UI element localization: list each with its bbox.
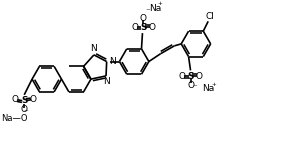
Text: Na: Na	[149, 4, 161, 13]
Text: ⁻: ⁻	[23, 108, 28, 117]
Text: O: O	[30, 95, 37, 104]
Text: O: O	[12, 95, 19, 104]
Text: ⁻: ⁻	[193, 84, 197, 93]
Text: N: N	[91, 44, 97, 53]
Text: O: O	[178, 72, 185, 81]
Text: Na: Na	[202, 84, 214, 93]
Text: ⁺: ⁺	[157, 1, 162, 10]
Text: O: O	[187, 81, 194, 90]
Text: N: N	[109, 57, 115, 66]
Text: ⁺: ⁺	[211, 81, 216, 91]
Text: N: N	[103, 77, 109, 86]
Text: O: O	[149, 23, 156, 32]
Text: ⁻: ⁻	[145, 7, 150, 16]
Text: Cl: Cl	[206, 12, 214, 21]
Text: S: S	[187, 72, 194, 81]
Text: O: O	[140, 14, 147, 23]
Text: S: S	[21, 96, 28, 105]
Text: O: O	[131, 23, 138, 32]
Text: S: S	[140, 23, 147, 32]
Text: O: O	[21, 105, 28, 114]
Text: Na—O: Na—O	[1, 114, 28, 123]
Text: O: O	[196, 72, 203, 81]
